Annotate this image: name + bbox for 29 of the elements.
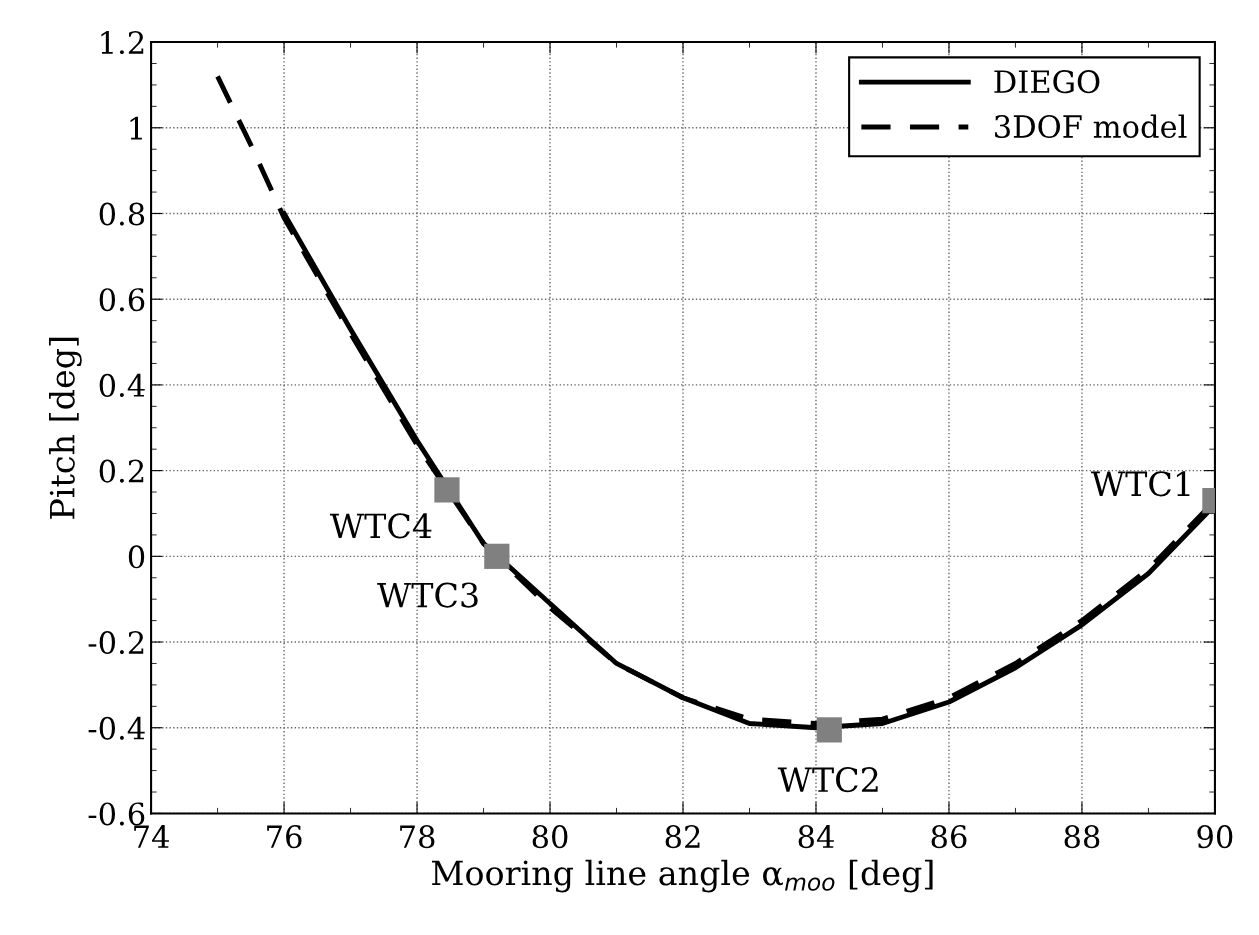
x-tick-label: 84	[798, 825, 834, 849]
y-tick-label: -0.6	[88, 802, 145, 826]
y-tick-label: 0	[128, 545, 145, 569]
x-tick-label: 88	[1064, 825, 1100, 849]
y-tick-label: 0.2	[99, 459, 144, 483]
x-tick-label: 76	[267, 825, 302, 849]
x-tick-label: 80	[532, 825, 568, 849]
y-tick-label: -0.4	[88, 716, 145, 740]
legend-label: 3DOF model	[995, 114, 1187, 139]
y-tick-label: 0.4	[99, 373, 145, 397]
point	[434, 477, 460, 503]
y-tick-label: 0.6	[99, 288, 145, 312]
x-tick-label: 90	[1197, 825, 1233, 849]
y-tick-label: 0.8	[99, 202, 145, 226]
annotation: WTC2	[777, 767, 878, 793]
y-axis-title: Pitch [deg]	[49, 337, 82, 519]
y-tick-label: 1	[130, 116, 142, 140]
x-tick-label: 82	[665, 825, 700, 849]
y-tick-label: -0.2	[88, 630, 144, 655]
x-axis-title: Mooring line angle α$_{moo}$ [deg]	[432, 859, 933, 893]
legend-label: DIEGO	[994, 70, 1100, 94]
annotation: WTC4	[330, 513, 432, 539]
x-tick-label: 86	[931, 825, 967, 849]
x-tick-label: 78	[400, 825, 435, 849]
x-tick-label: 74	[134, 825, 169, 848]
y-tick-label: 1.2	[101, 31, 144, 55]
point	[484, 543, 510, 569]
annotation: WTC1	[1091, 471, 1190, 497]
annotation: WTC3	[377, 582, 478, 608]
